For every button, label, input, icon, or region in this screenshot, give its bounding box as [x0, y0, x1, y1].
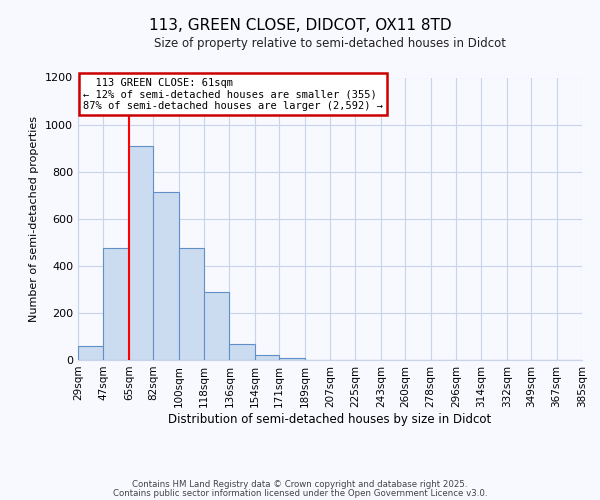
- Bar: [279, 358, 305, 360]
- Bar: [229, 344, 255, 360]
- Text: Contains public sector information licensed under the Open Government Licence v3: Contains public sector information licen…: [113, 488, 487, 498]
- Bar: [129, 146, 153, 360]
- Text: 113 GREEN CLOSE: 61sqm
← 12% of semi-detached houses are smaller (355)
87% of se: 113 GREEN CLOSE: 61sqm ← 12% of semi-det…: [83, 78, 383, 110]
- Bar: [255, 356, 279, 360]
- Y-axis label: Number of semi-detached properties: Number of semi-detached properties: [29, 116, 40, 322]
- Bar: [103, 248, 129, 360]
- Bar: [78, 346, 103, 360]
- Bar: [179, 248, 204, 360]
- Bar: [153, 192, 179, 360]
- Text: Contains HM Land Registry data © Crown copyright and database right 2025.: Contains HM Land Registry data © Crown c…: [132, 480, 468, 489]
- Title: Size of property relative to semi-detached houses in Didcot: Size of property relative to semi-detach…: [154, 37, 506, 50]
- Text: 113, GREEN CLOSE, DIDCOT, OX11 8TD: 113, GREEN CLOSE, DIDCOT, OX11 8TD: [149, 18, 451, 32]
- Bar: [204, 292, 229, 360]
- X-axis label: Distribution of semi-detached houses by size in Didcot: Distribution of semi-detached houses by …: [169, 412, 491, 426]
